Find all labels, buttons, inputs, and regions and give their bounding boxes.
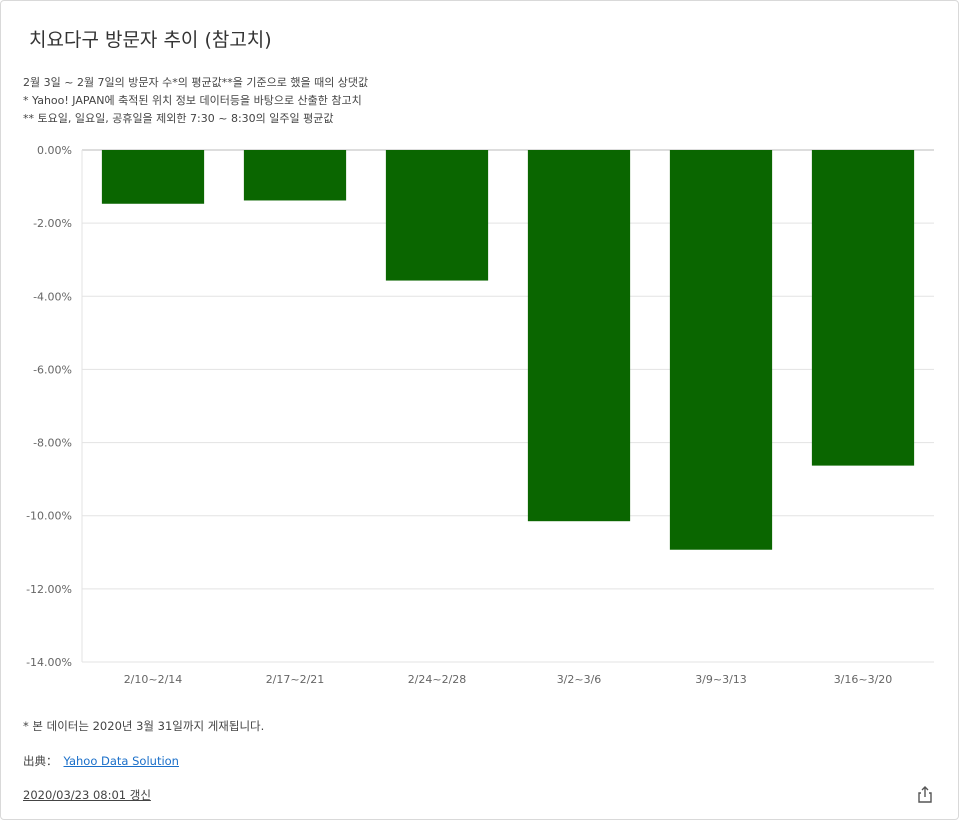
source-line: 出典： Yahoo Data Solution <box>23 753 179 769</box>
y-tick-label: -6.00% <box>33 363 72 376</box>
source-link[interactable]: Yahoo Data Solution <box>63 754 179 768</box>
bar[interactable] <box>243 150 347 201</box>
x-tick-label: 2/10~2/14 <box>124 673 183 686</box>
x-tick-label: 2/24~2/28 <box>408 673 467 686</box>
bar[interactable] <box>669 150 773 550</box>
x-tick-label: 3/16~3/20 <box>834 673 893 686</box>
chart-title: 치요다구 방문자 추이 (참고치) <box>29 29 272 51</box>
bar[interactable] <box>385 150 489 281</box>
y-tick-label: -4.00% <box>33 290 72 303</box>
y-tick-label: -12.00% <box>26 583 72 596</box>
chart-notes: 2월 3일 ~ 2월 7일의 방문자 수*의 평균값**을 기준으로 했을 때의… <box>23 74 368 128</box>
x-tick-label: 3/9~3/13 <box>695 673 747 686</box>
y-tick-label: -8.00% <box>33 437 72 450</box>
x-tick-label: 3/2~3/6 <box>557 673 602 686</box>
y-tick-label: -10.00% <box>26 510 72 523</box>
note-line: * Yahoo! JAPAN에 축적된 위치 정보 데이터등을 바탕으로 산출한… <box>23 94 362 107</box>
y-tick-label: -2.00% <box>33 217 72 230</box>
note-line: ** 토요일, 일요일, 공휴일을 제외한 7:30 ~ 8:30의 일주일 평… <box>23 112 334 125</box>
bar[interactable] <box>811 150 915 466</box>
bar[interactable] <box>101 150 205 204</box>
y-tick-label: -14.00% <box>26 656 72 669</box>
y-tick-label: 0.00% <box>37 144 72 157</box>
footer-note: * 본 데이터는 2020년 3월 31일까지 게재됩니다. <box>23 719 265 733</box>
x-tick-label: 2/17~2/21 <box>266 673 325 686</box>
note-line: 2월 3일 ~ 2월 7일의 방문자 수*의 평균값**을 기준으로 했을 때의… <box>23 76 369 89</box>
updated-timestamp[interactable]: 2020/03/23 08:01 갱신 <box>23 788 151 802</box>
bar-chart: 0.00% -2.00% -4.00% -6.00% -8.00% -10.00% -12.… <box>26 144 934 686</box>
source-label: 出典： <box>23 754 58 768</box>
bar[interactable] <box>527 150 631 522</box>
share-icon[interactable] <box>915 785 935 805</box>
